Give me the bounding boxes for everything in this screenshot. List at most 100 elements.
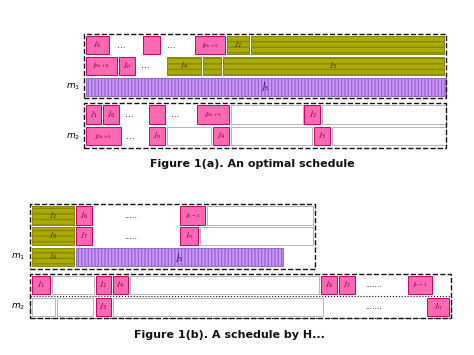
Text: $J_6$: $J_6$ (107, 109, 115, 120)
Bar (227, 36, 249, 54)
Text: .....: ..... (124, 211, 137, 220)
Bar (231, 127, 312, 146)
Text: $J_6$: $J_6$ (93, 40, 101, 50)
Text: $J_n$: $J_n$ (434, 302, 442, 312)
Text: $m_1$: $m_1$ (11, 252, 25, 262)
Bar (85, 127, 121, 146)
Bar (408, 276, 432, 294)
Text: $J_{2k+6}$: $J_{2k+6}$ (92, 61, 110, 70)
Bar (180, 227, 198, 245)
Text: Figure 1(b). A schedule by H...: Figure 1(b). A schedule by H... (134, 329, 325, 339)
Text: $m_2$: $m_2$ (66, 131, 80, 142)
Text: ...: ... (125, 110, 134, 119)
Text: $J_3$: $J_3$ (329, 61, 337, 71)
Text: ...: ... (141, 61, 149, 70)
Text: $J_n$: $J_n$ (185, 231, 193, 241)
Text: $J_n$: $J_n$ (123, 61, 131, 71)
Bar (119, 57, 135, 75)
Bar (85, 78, 446, 96)
Bar (85, 36, 109, 54)
Bar (32, 227, 74, 245)
Bar (76, 248, 283, 266)
Bar (427, 298, 449, 316)
Bar (113, 276, 128, 294)
Text: $J_{n-1}$: $J_{n-1}$ (185, 211, 200, 220)
Bar (32, 207, 74, 224)
Text: .....: ..... (124, 232, 137, 241)
Text: $J_7$: $J_7$ (343, 280, 351, 290)
Bar (207, 207, 313, 224)
Bar (32, 298, 55, 316)
Text: ...: ... (171, 110, 179, 119)
Bar (321, 276, 337, 294)
Text: $J_3$: $J_3$ (99, 302, 107, 312)
Text: $J_3$: $J_3$ (49, 231, 57, 241)
Text: $J_1$: $J_1$ (90, 109, 97, 120)
Text: .......: ....... (365, 280, 382, 289)
Bar (167, 127, 211, 146)
Bar (130, 276, 319, 294)
Text: $J_2$: $J_2$ (99, 280, 107, 290)
Text: $J_5$: $J_5$ (175, 251, 183, 264)
Text: Figure 1(a). An optimal schedule: Figure 1(a). An optimal schedule (150, 159, 355, 169)
Text: $J_4$: $J_4$ (180, 61, 188, 71)
Bar (83, 103, 446, 148)
Text: $J_6$: $J_6$ (80, 211, 88, 220)
Bar (32, 276, 50, 294)
Bar (143, 36, 160, 54)
Text: $J_4$: $J_4$ (49, 252, 57, 262)
Bar (83, 34, 446, 98)
Bar (149, 127, 165, 146)
Bar (231, 105, 302, 124)
Text: $J_3$: $J_3$ (319, 131, 327, 142)
Bar (197, 105, 229, 124)
Bar (103, 105, 119, 124)
Bar (96, 298, 111, 316)
Text: $J_2$: $J_2$ (49, 211, 57, 220)
Text: $J_{2k+5}$: $J_{2k+5}$ (204, 110, 222, 119)
Bar (113, 298, 323, 316)
Bar (223, 57, 444, 75)
Bar (167, 57, 201, 75)
Bar (30, 204, 315, 269)
Text: .......: ....... (365, 302, 382, 311)
Bar (76, 207, 92, 224)
Text: $J_1$: $J_1$ (37, 280, 45, 290)
Text: ...: ... (117, 40, 126, 50)
Bar (30, 274, 451, 318)
Bar (52, 276, 94, 294)
Bar (180, 207, 205, 224)
Bar (76, 227, 92, 245)
Bar (195, 36, 225, 54)
Text: $J_6$: $J_6$ (325, 280, 333, 290)
Bar (213, 127, 229, 146)
Text: $m_2$: $m_2$ (11, 301, 25, 312)
Bar (304, 105, 320, 124)
Bar (200, 227, 313, 245)
Text: $J_2$: $J_2$ (234, 40, 242, 50)
Text: $J_{n-1}$: $J_{n-1}$ (412, 280, 428, 289)
Bar (251, 36, 444, 54)
Bar (322, 105, 446, 124)
Text: $J_{2k+6}$: $J_{2k+6}$ (94, 132, 112, 141)
Text: $J_4$: $J_4$ (217, 131, 225, 142)
Text: $J_5$: $J_5$ (262, 80, 270, 93)
Text: $J_2$: $J_2$ (309, 109, 316, 120)
Bar (57, 298, 93, 316)
Bar (32, 248, 74, 266)
Bar (30, 296, 451, 317)
Text: $J_4$: $J_4$ (116, 280, 124, 290)
Bar (203, 57, 221, 75)
Bar (96, 276, 111, 294)
Bar (149, 105, 165, 124)
Text: $m_1$: $m_1$ (65, 82, 80, 92)
Text: $J_{2k+5}$: $J_{2k+5}$ (201, 40, 219, 50)
Bar (339, 276, 355, 294)
Text: $J_7$: $J_7$ (80, 231, 88, 241)
Text: ...: ... (167, 40, 175, 50)
Bar (85, 57, 118, 75)
Bar (85, 105, 101, 124)
Bar (314, 127, 330, 146)
Text: $J_n$: $J_n$ (153, 131, 161, 142)
Bar (332, 127, 446, 146)
